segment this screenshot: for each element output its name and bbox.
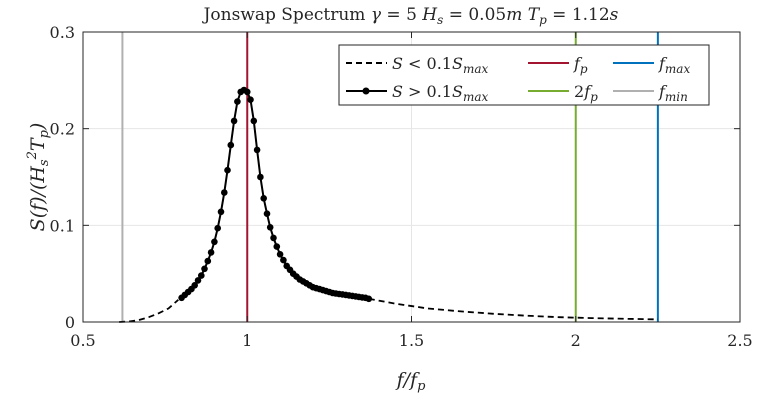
data-point-30 bbox=[276, 251, 284, 258]
data-point-12 bbox=[217, 208, 225, 216]
data-point-23 bbox=[253, 146, 261, 154]
y-axis-label: S(f)/(Hs2Tp) bbox=[25, 123, 52, 232]
data-point-8 bbox=[204, 257, 212, 265]
data-point-26 bbox=[263, 210, 271, 217]
data-point-21 bbox=[247, 96, 254, 103]
data-point-16 bbox=[230, 117, 238, 125]
data-point-57 bbox=[365, 295, 373, 303]
y-tick-label-3: 0.3 bbox=[50, 23, 75, 42]
data-point-7 bbox=[201, 265, 208, 273]
data-point-15 bbox=[227, 141, 235, 149]
data-point-11 bbox=[214, 224, 221, 232]
x-tick-label-4: 2.5 bbox=[727, 331, 752, 350]
series-dashed-segment-0 bbox=[119, 299, 179, 323]
data-point-17 bbox=[234, 98, 241, 105]
x-tick-label-3: 2 bbox=[571, 331, 581, 350]
x-tick-label-2: 1.5 bbox=[399, 331, 424, 350]
data-point-22 bbox=[250, 117, 258, 125]
data-point-5 bbox=[194, 277, 202, 284]
data-point-13 bbox=[221, 189, 228, 196]
data-point-14 bbox=[224, 166, 231, 174]
data-point-28 bbox=[270, 234, 277, 242]
data-point-25 bbox=[260, 195, 268, 202]
legend: S < 0.1Smax S > 0.1Smax fp 2fp fmax fmin bbox=[338, 44, 710, 106]
data-point-24 bbox=[257, 173, 264, 181]
data-point-4 bbox=[191, 282, 198, 289]
data-point-27 bbox=[266, 224, 274, 231]
data-point-31 bbox=[280, 256, 287, 264]
data-point-6 bbox=[198, 272, 205, 279]
axis-ticks: 0.5 1 1.5 2 2.5 0 0.1 0.2 0.3 bbox=[50, 23, 753, 350]
series-layer bbox=[119, 86, 658, 323]
y-tick-label-2: 0.2 bbox=[50, 120, 75, 139]
x-tick-label-1: 1 bbox=[242, 331, 252, 350]
data-point-10 bbox=[211, 238, 218, 246]
chart-title: Jonswap Spectrum γ = 5 Hs = 0.05m Tp = 1… bbox=[202, 5, 619, 27]
x-tick-label-0: 0.5 bbox=[70, 331, 95, 350]
legend-swatch-marker bbox=[362, 87, 370, 95]
y-tick-label-0: 0 bbox=[65, 313, 75, 332]
series-dashed-segment-1 bbox=[368, 297, 658, 321]
y-tick-label-1: 0.1 bbox=[50, 216, 75, 235]
x-axis-label: f/fp bbox=[395, 369, 426, 394]
data-point-20 bbox=[244, 88, 251, 96]
data-point-29 bbox=[273, 243, 281, 250]
data-point-9 bbox=[207, 249, 215, 256]
legend-box bbox=[338, 44, 710, 106]
